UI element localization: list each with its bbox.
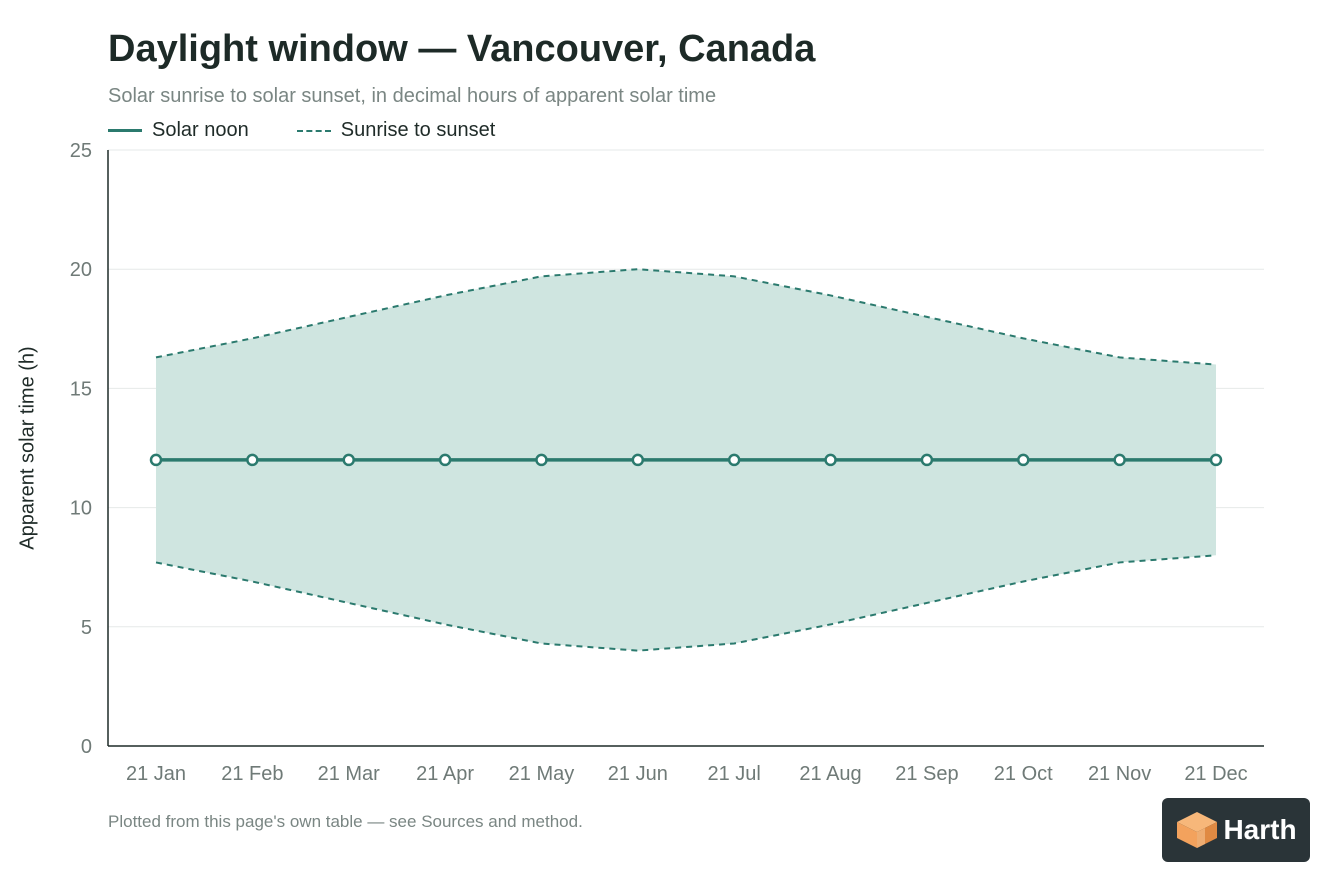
solar-noon-point (727, 453, 741, 467)
x-tick-label: 21 Oct (994, 763, 1053, 785)
x-tick-label: 21 Apr (416, 763, 474, 785)
solid-line-swatch-icon (108, 129, 142, 132)
x-tick-label: 21 May (509, 763, 575, 785)
logo-text: Harth (1223, 814, 1297, 845)
dashed-line-swatch-icon (296, 129, 331, 132)
solar-noon-point (149, 453, 163, 467)
legend-item-solar-noon: Solar noon (108, 119, 249, 142)
chart-title: Daylight window — Vancouver, Canada (108, 28, 816, 70)
solar-noon-point (438, 453, 452, 467)
legend-label-sunrise-sunset: Sunrise to sunset (340, 119, 496, 141)
y-tick-label: 5 (81, 617, 92, 639)
legend-label-solar-noon: Solar noon (152, 119, 249, 141)
x-tick-label: 21 Feb (221, 763, 283, 785)
y-axis-label: Apparent solar time (h) (16, 346, 39, 550)
sunset-line (155, 268, 1217, 366)
x-tick-label: 21 Mar (318, 763, 381, 785)
x-tick-label: 21 Nov (1088, 763, 1151, 785)
chart-subtitle: Solar sunrise to solar sunset, in decima… (108, 85, 717, 107)
solar-noon-point (920, 453, 934, 467)
solar-noon-point (535, 453, 548, 467)
x-tick-label: 21 Sep (895, 763, 958, 785)
harth-logo: Harth (1162, 798, 1310, 862)
y-tick-label: 25 (70, 140, 92, 162)
x-tick-label: 21 Dec (1184, 763, 1247, 785)
solar-noon-point (342, 453, 355, 467)
sunrise-line (155, 554, 1217, 652)
solar-noon-point (824, 453, 837, 467)
solar-noon-point (1017, 453, 1030, 467)
y-tick-label: 0 (81, 736, 92, 758)
y-tick-label: 10 (70, 498, 92, 520)
x-tick-label: 21 Jul (707, 763, 760, 785)
cube-logo-icon (1177, 812, 1218, 848)
legend-item-sunrise-sunset: Sunrise to sunset (296, 119, 496, 142)
x-tick-label: 21 Jun (608, 763, 668, 785)
chart-legend: Solar noon Sunrise to sunset (108, 119, 543, 142)
y-tick-label: 20 (70, 259, 92, 281)
y-tick-label: 15 (70, 378, 92, 400)
solar-noon-point (1113, 453, 1126, 467)
x-tick-label: 21 Jan (126, 763, 186, 785)
x-tick-label: 21 Aug (799, 763, 861, 785)
footnote: Plotted from this page's own table — see… (108, 812, 583, 831)
solar-noon-point (246, 453, 259, 467)
solar-noon-point (631, 453, 645, 467)
solar-noon-point (1209, 453, 1223, 467)
